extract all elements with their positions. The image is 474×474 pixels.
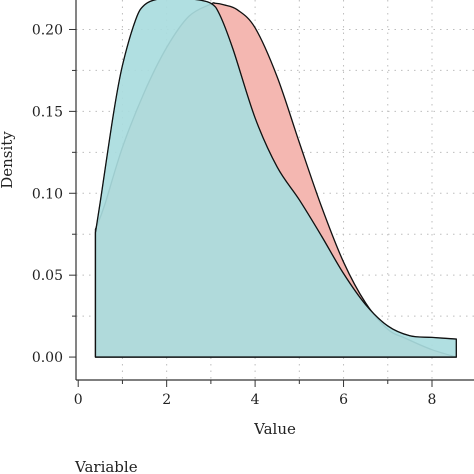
x-tick-label: 0 [74, 392, 83, 408]
x-axis-ticks: 0 2 4 6 8 [74, 380, 437, 408]
x-tick-label: 4 [251, 392, 260, 408]
y-tick-label: 0.05 [32, 268, 63, 284]
x-axis-title: Value [253, 420, 296, 438]
legend-title: Variable [74, 458, 138, 474]
density-areas [94, 0, 457, 358]
y-tick-label: 0.00 [32, 350, 63, 366]
y-tick-label: 0.15 [32, 104, 63, 120]
x-tick-label: 6 [339, 392, 348, 408]
y-axis-ticks: 0.00 0.05 0.10 0.15 0.20 [32, 22, 76, 366]
density-outline-2 [94, 0, 457, 358]
density-area-2 [94, 0, 457, 358]
x-tick-label: 8 [428, 392, 437, 408]
y-tick-label: 0.20 [32, 22, 63, 38]
x-tick-label: 2 [162, 392, 171, 408]
y-axis-title: Density [0, 131, 16, 189]
y-tick-label: 0.10 [32, 186, 63, 202]
